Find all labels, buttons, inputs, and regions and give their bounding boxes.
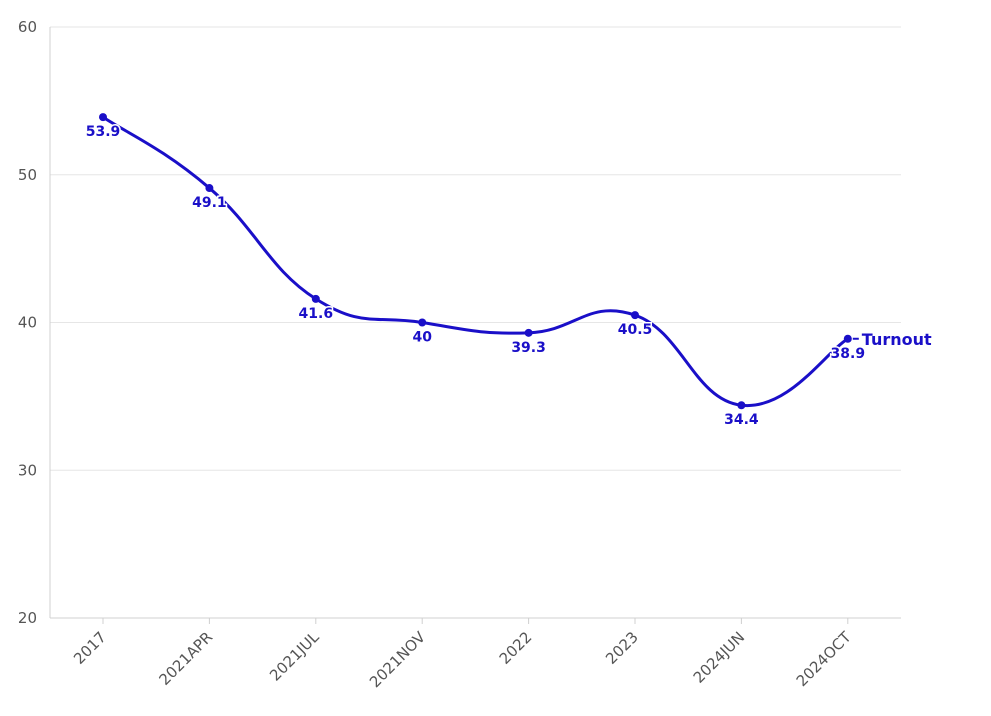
data-label: 40.5 [618, 322, 653, 338]
y-tick-label: 50 [18, 166, 37, 184]
data-label: 53.9 [86, 124, 121, 140]
x-tick-label: 2021JUL [266, 628, 323, 685]
x-tick-label: 2021NOV [366, 628, 430, 692]
data-label: 34.4 [724, 412, 759, 428]
data-point[interactable] [631, 311, 639, 320]
x-tick-label: 2023 [602, 628, 642, 668]
data-point[interactable] [99, 113, 107, 122]
data-point[interactable] [311, 294, 320, 303]
data-label: 39.3 [511, 340, 546, 356]
x-tick-label: 2024OCT [793, 628, 856, 691]
data-point[interactable] [843, 334, 852, 343]
x-tick-label: 2017 [70, 628, 110, 668]
x-tick-label: 2022 [496, 628, 536, 668]
x-tick-label: 2024JUN [690, 628, 749, 687]
data-label: 41.6 [299, 306, 334, 322]
y-tick-label: 30 [18, 461, 37, 479]
data-label: 49.1 [192, 195, 227, 211]
series-label-turnout: Turnout [862, 330, 932, 349]
y-tick-label: 40 [18, 314, 37, 332]
data-label: 40 [412, 330, 432, 346]
y-tick-label: 20 [18, 609, 37, 627]
series-line-turnout [102, 115, 849, 407]
data-point[interactable] [205, 184, 214, 193]
data-label: 38.9 [831, 346, 866, 362]
y-tick-label: 60 [18, 18, 37, 36]
data-point[interactable] [737, 401, 746, 410]
data-point[interactable] [524, 328, 533, 337]
x-tick-label: 2021APR [155, 628, 216, 689]
data-point[interactable] [418, 318, 427, 327]
